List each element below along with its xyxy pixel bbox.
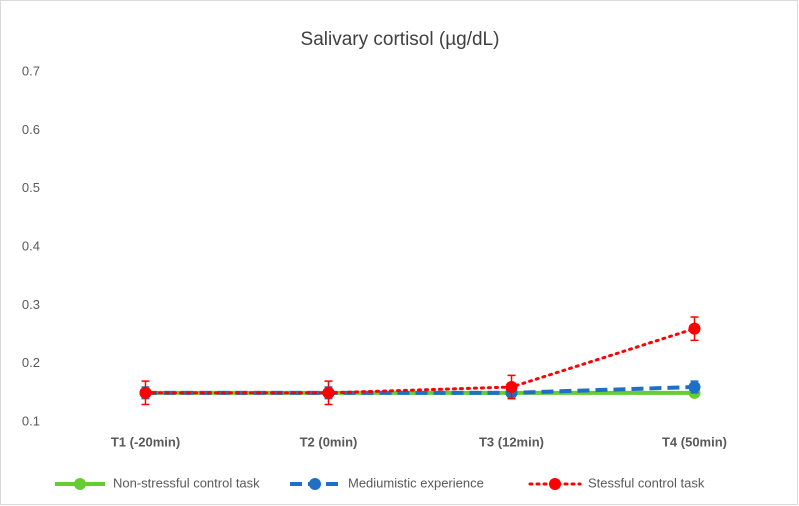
legend-marker [549,478,561,490]
legend-label: Non-stressful control task [113,475,260,490]
data-point [688,381,701,393]
x-tick-label: T1 (-20min) [111,434,180,449]
legend-label: Stessful control task [588,475,705,490]
y-tick-label: 0.3 [22,297,40,312]
y-tick-label: 0.4 [22,238,40,253]
data-point [139,386,152,399]
y-tick-label: 0.1 [22,413,40,428]
data-point [505,381,518,393]
y-tick-label: 0.5 [22,180,40,195]
x-tick-label: T2 (0min) [300,434,358,449]
x-tick-label: T3 (12min) [479,434,544,449]
y-tick-label: 0.2 [22,355,40,370]
legend-label: Mediumistic experience [348,475,484,490]
y-tick-label: 0.7 [22,63,40,78]
legend-marker [309,478,321,490]
x-tick-label: T4 (50min) [662,434,727,449]
legend-marker [74,478,86,490]
data-point [688,322,701,335]
data-point [322,386,335,399]
series-line [144,327,696,395]
chart-title: Salivary cortisol (µg/dL) [301,29,500,50]
y-tick-label: 0.6 [22,122,40,137]
